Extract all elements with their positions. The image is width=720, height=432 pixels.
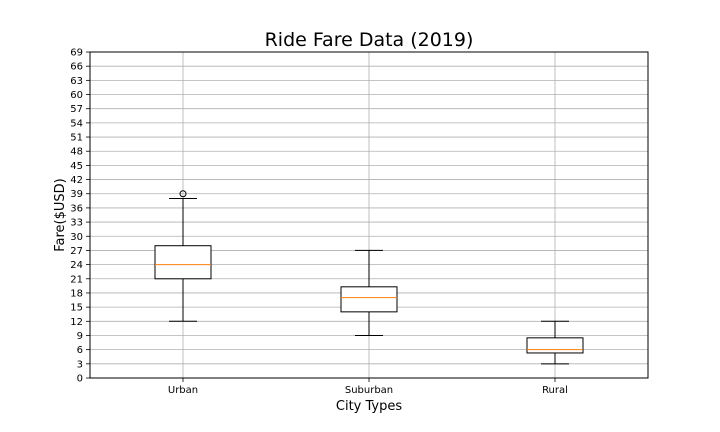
y-tick-label: 39 <box>70 189 83 200</box>
box-urban <box>154 190 212 322</box>
y-tick-label: 6 <box>77 345 83 356</box>
y-tick-label: 54 <box>70 118 83 129</box>
y-tick-label: 45 <box>70 161 83 172</box>
y-tick-label: 51 <box>70 133 83 144</box>
y-tick-label: 18 <box>70 288 83 299</box>
y-tick-label: 42 <box>70 175 83 186</box>
x-tick-label: Suburban <box>345 385 393 396</box>
box-rural <box>526 320 584 365</box>
chart-title: Ride Fare Data (2019) <box>265 29 474 51</box>
x-tick-label: Urban <box>168 385 198 396</box>
outlier-point <box>179 190 187 198</box>
y-tick-label: 66 <box>70 62 83 73</box>
y-tick-label: 48 <box>70 147 83 158</box>
y-tick-label: 21 <box>70 274 83 285</box>
y-tick-label: 60 <box>70 90 83 101</box>
y-tick-label: 3 <box>77 359 83 370</box>
y-tick-label: 24 <box>70 260 83 271</box>
boxes-group <box>154 190 584 365</box>
iqr-box <box>526 337 584 354</box>
y-tick-label: 36 <box>70 203 83 214</box>
x-tick-label: Rural <box>542 385 568 396</box>
y-tick-label: 9 <box>77 331 83 342</box>
y-tick-label: 15 <box>70 303 83 314</box>
y-tick-label: 0 <box>77 374 83 385</box>
iqr-box <box>154 245 212 280</box>
x-axis: Urban Suburban Rural <box>168 378 568 396</box>
y-tick-label: 57 <box>70 104 83 115</box>
y-tick-label: 69 <box>70 48 83 59</box>
y-tick-label: 27 <box>70 246 83 257</box>
y-tick-label: 33 <box>70 218 83 229</box>
y-axis-label: Fare($USD) <box>53 178 68 252</box>
y-tick-label: 63 <box>70 76 83 87</box>
box-suburban <box>340 249 398 336</box>
y-tick-label: 30 <box>70 232 83 243</box>
y-tick-label: 12 <box>70 317 83 328</box>
iqr-box <box>340 286 398 313</box>
y-axis: 0369121518212427303336394245485154576063… <box>70 48 90 385</box>
x-axis-label: City Types <box>336 399 402 414</box>
